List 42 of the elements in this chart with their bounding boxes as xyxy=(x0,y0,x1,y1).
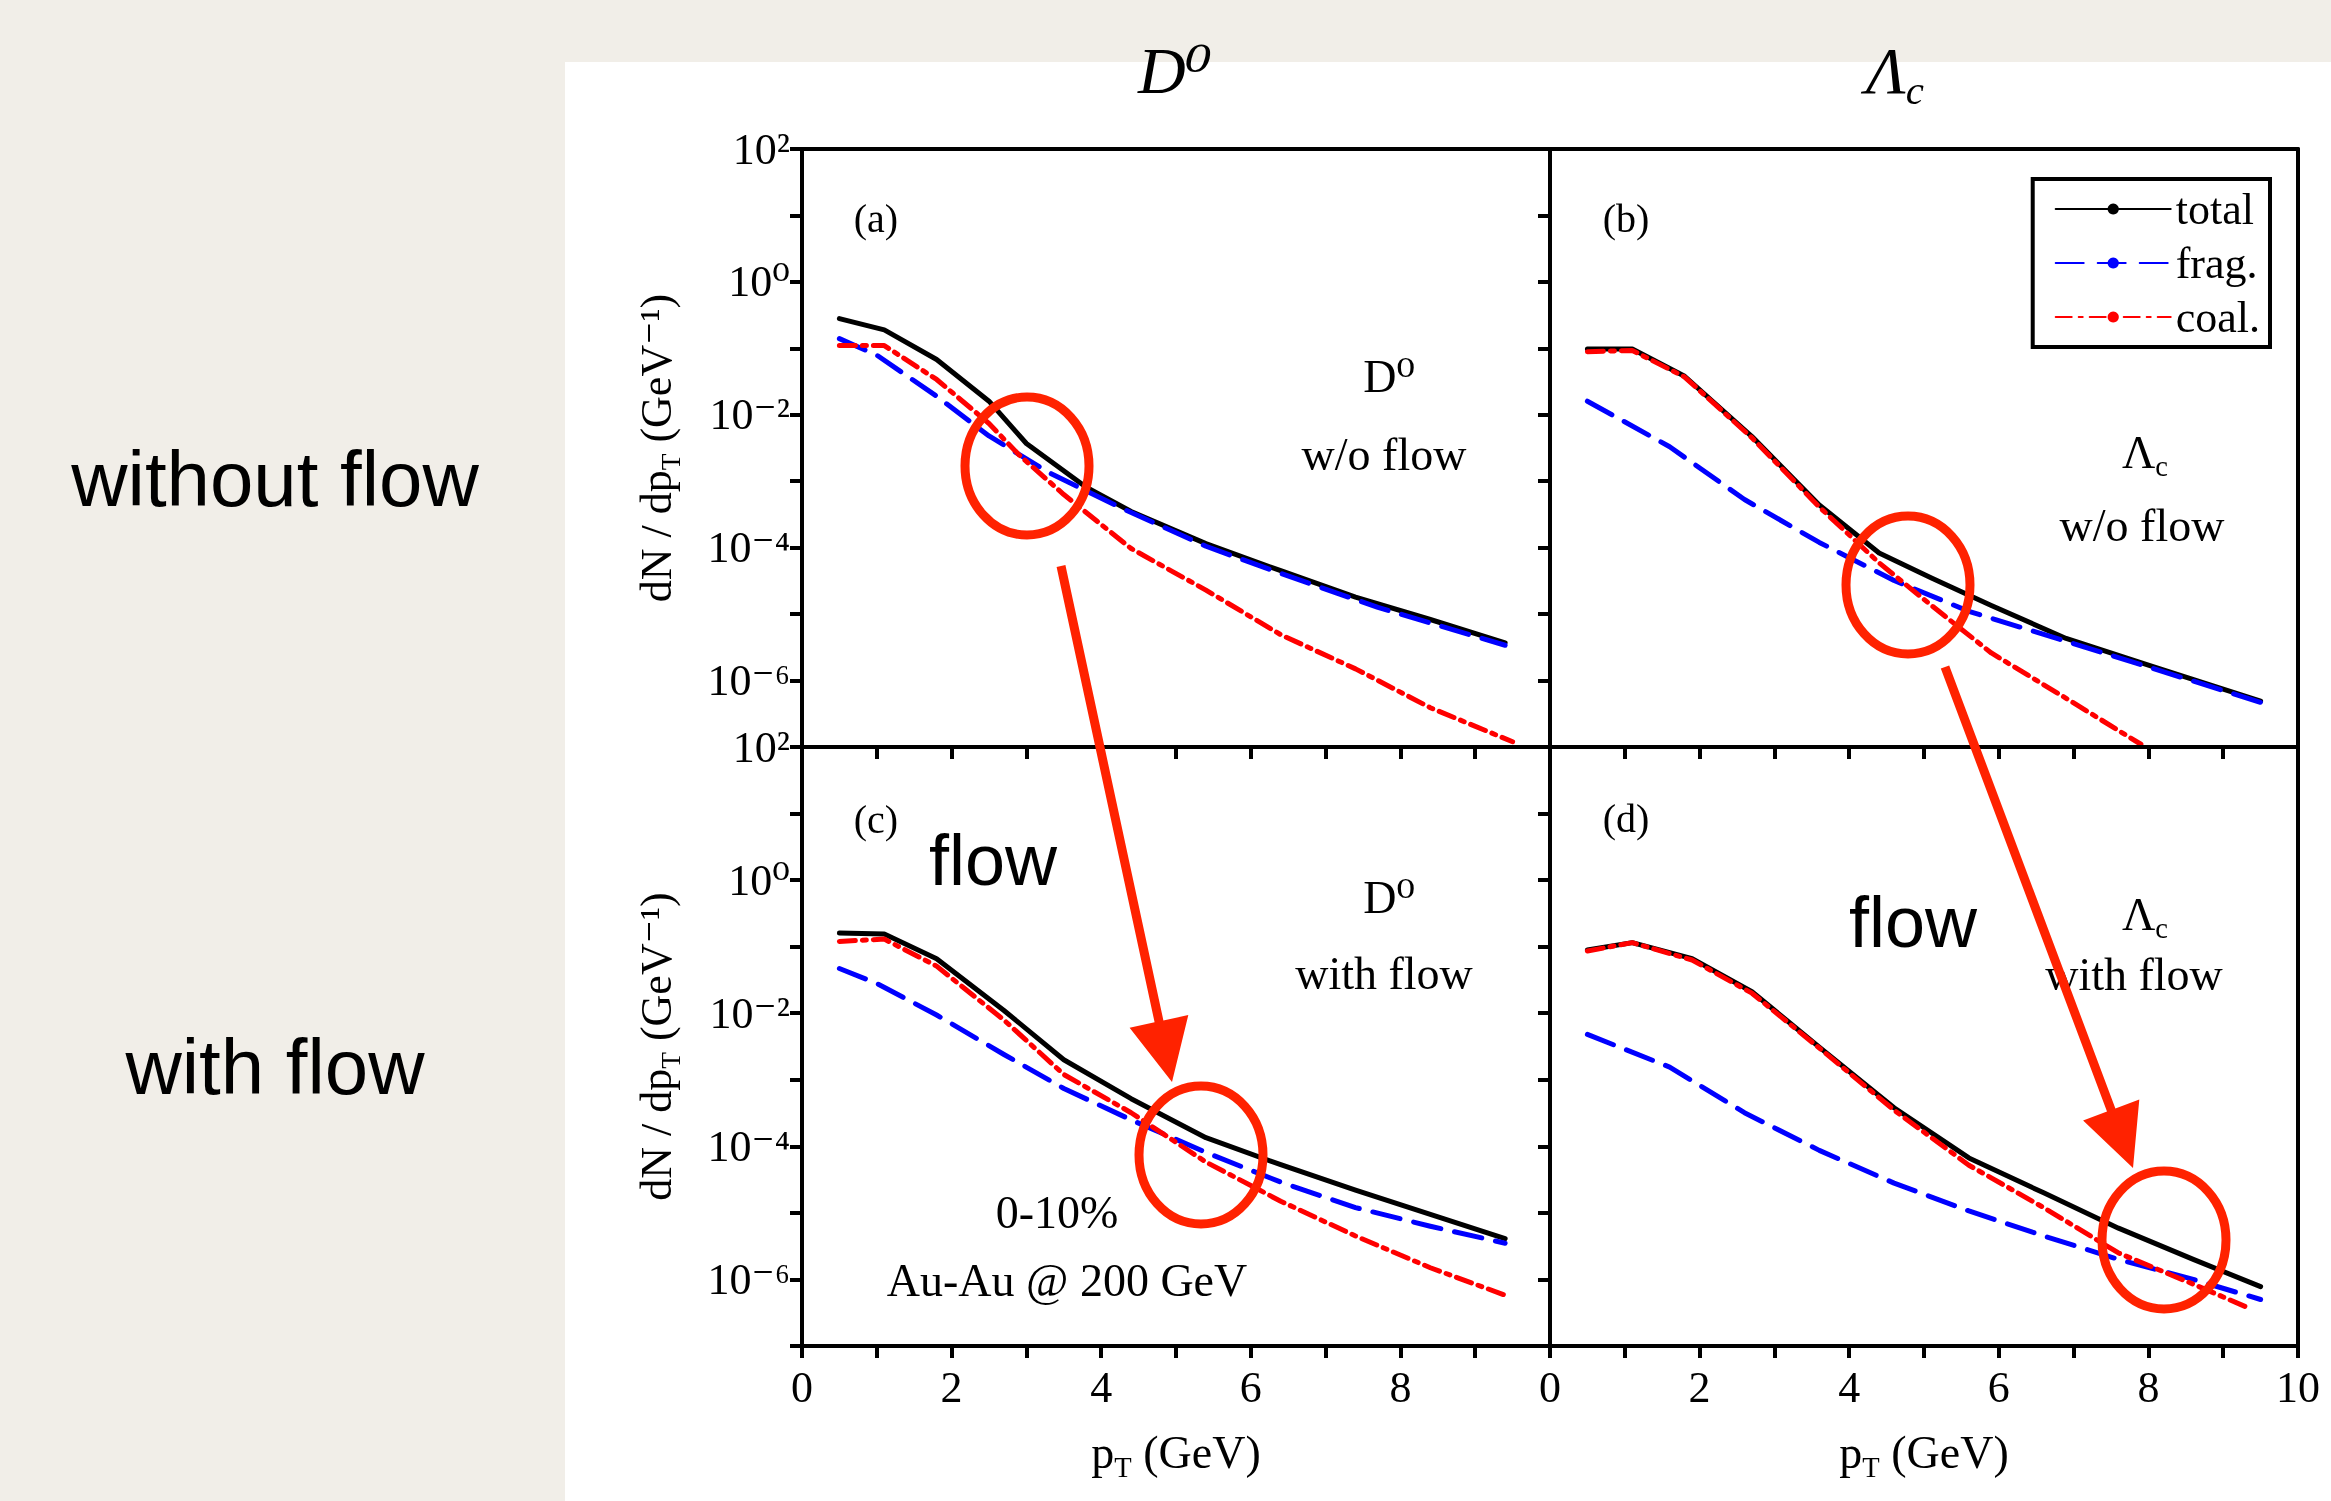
annotation: flow xyxy=(1848,882,1979,962)
text: without flow xyxy=(70,435,480,523)
x-tick-label: 8 xyxy=(1389,1363,1412,1412)
chart-title: D⁰ xyxy=(1136,33,1213,107)
y-axis-title: dN / dpT (GeV⁻¹) xyxy=(632,892,686,1201)
x-tick-label: 6 xyxy=(1239,1363,1262,1412)
x-tick-label: 6 xyxy=(1987,1363,2010,1412)
legend-label: total xyxy=(2175,184,2254,234)
y-tick-label: 10⁻² xyxy=(709,988,790,1038)
annotation: (d) xyxy=(1602,795,1650,841)
annotation: (a) xyxy=(853,195,899,241)
x-tick-label: 2 xyxy=(1688,1363,1711,1412)
annotation: (c) xyxy=(853,796,899,842)
x-tick-label: 4 xyxy=(1838,1363,1861,1412)
annotation: flow xyxy=(928,820,1059,900)
y-tick-label: 10⁻⁴ xyxy=(707,523,790,573)
annotation: w/o flow xyxy=(1301,428,1468,480)
y-tick-label: 10⁻² xyxy=(709,390,790,440)
x-tick-label: 0 xyxy=(1539,1363,1561,1412)
y-tick-label: 10⁻⁶ xyxy=(707,656,790,706)
y-tick-label: 10⁻⁴ xyxy=(707,1121,790,1171)
legend-label: frag. xyxy=(2175,238,2258,288)
annotation: (b) xyxy=(1602,195,1650,241)
text: with flow xyxy=(124,1023,426,1111)
y-axis-title: dN / dpT (GeV⁻¹) xyxy=(632,293,686,603)
y-tick-label: 10² xyxy=(732,124,790,174)
annotation: 0-10% xyxy=(995,1186,1119,1238)
y-tick-label: 10⁰ xyxy=(728,855,790,905)
y-tick-label: 10⁰ xyxy=(728,257,790,307)
x-tick-label: 10 xyxy=(2276,1363,2320,1412)
x-tick-label: 0 xyxy=(791,1363,813,1412)
y-tick-label: 10² xyxy=(732,722,790,772)
annotation: w/o flow xyxy=(2059,499,2226,551)
annotation: D⁰ xyxy=(1363,871,1415,923)
annotation: Au-Au @ 200 GeV xyxy=(886,1254,1248,1306)
x-tick-label: 2 xyxy=(940,1363,963,1412)
annotation: with flow xyxy=(1295,947,1474,999)
annotation: D⁰ xyxy=(1363,350,1415,402)
x-tick-label: 4 xyxy=(1090,1363,1113,1412)
y-tick-label: 10⁻⁶ xyxy=(707,1254,790,1304)
legend-label: coal. xyxy=(2175,292,2261,342)
x-tick-label: 8 xyxy=(2137,1363,2160,1412)
